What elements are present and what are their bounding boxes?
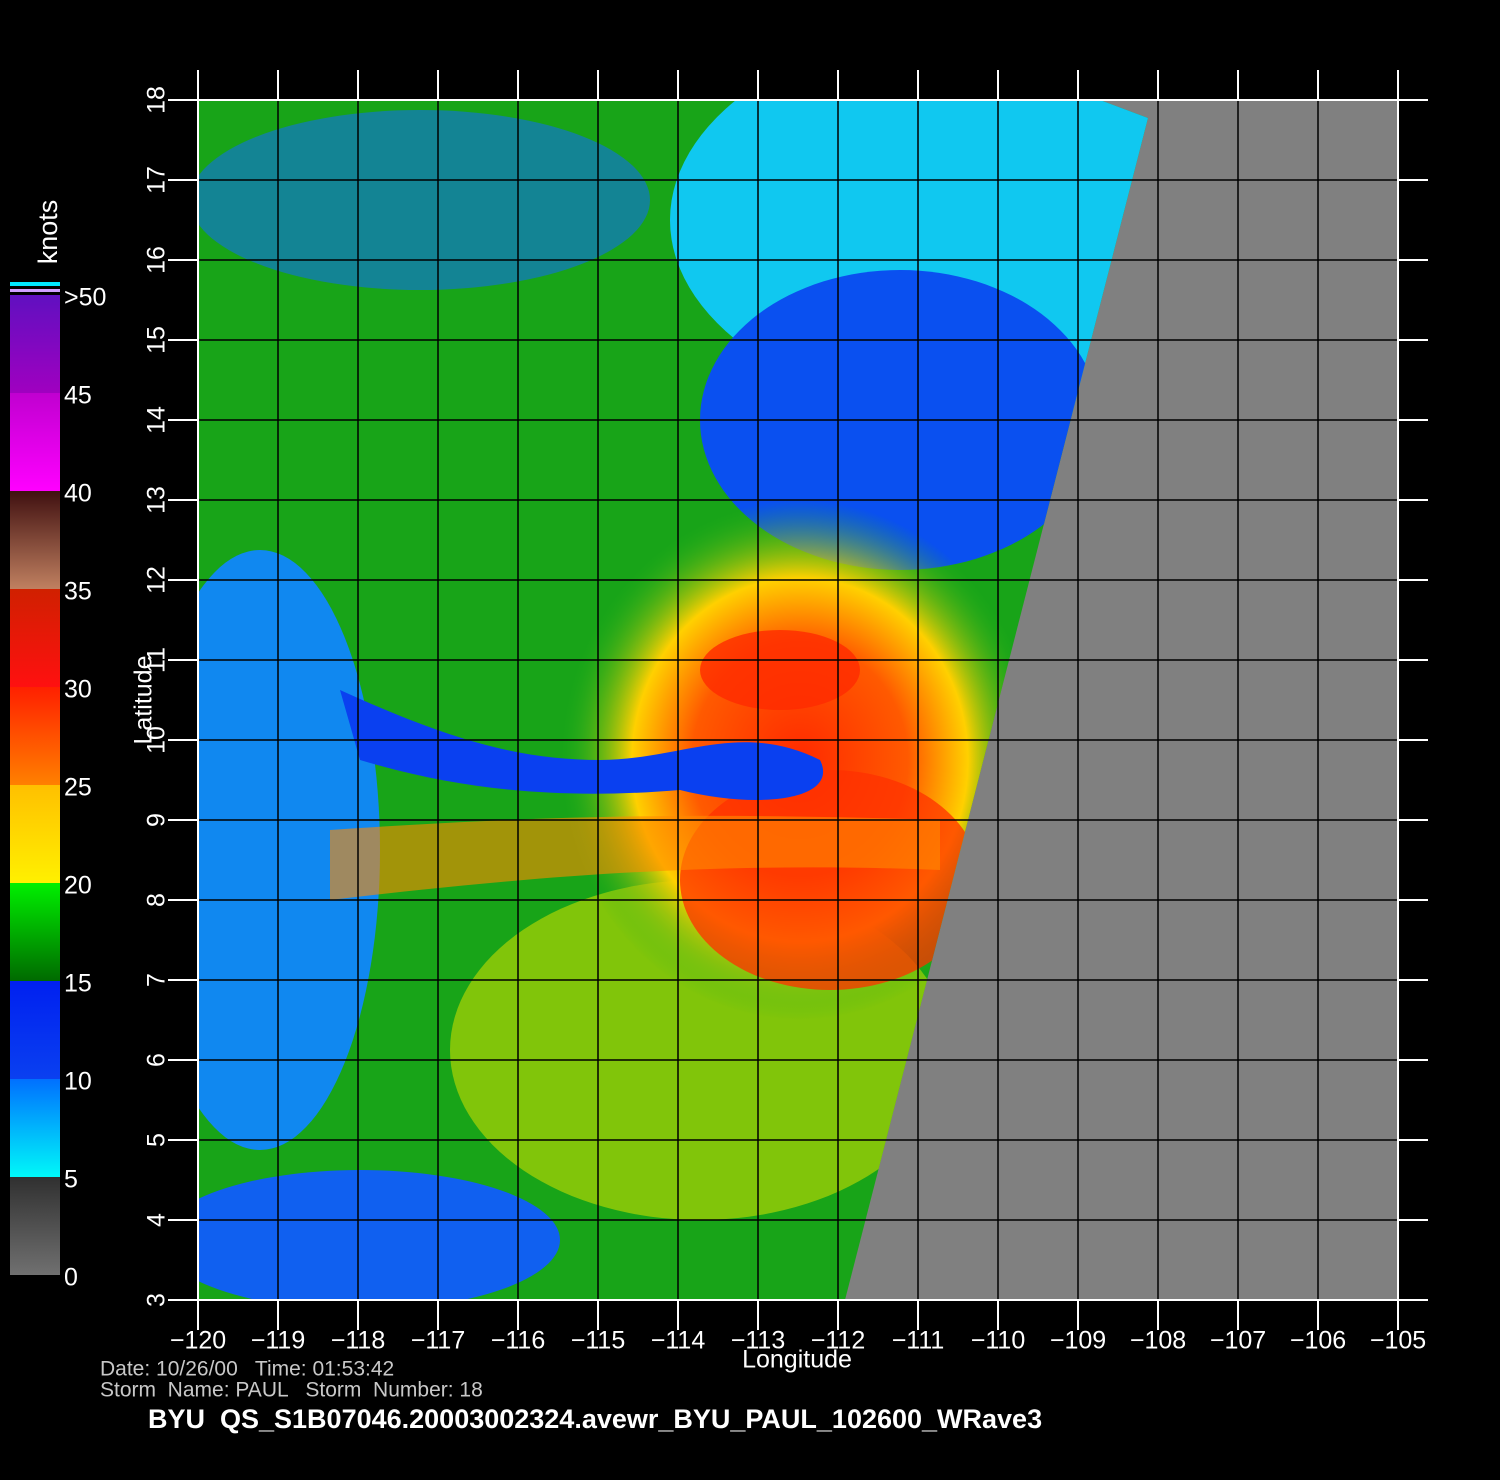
storm-core — [700, 630, 860, 710]
wind-field — [198, 100, 1148, 1300]
colorbar-tick-label: 15 — [64, 970, 92, 998]
y-tick-label: 8 — [143, 893, 171, 907]
x-tick-label: −115 — [571, 1327, 625, 1355]
colorbar-tick-label: 10 — [64, 1068, 92, 1096]
x-tick-label: −118 — [331, 1327, 385, 1355]
x-tick-label: −106 — [1290, 1327, 1346, 1355]
x-tick-label: −110 — [971, 1327, 1025, 1355]
colorbar-tick-label: 0 — [64, 1264, 78, 1292]
colorbar-tick-label: 40 — [64, 480, 92, 508]
y-tick-label: 6 — [143, 1053, 171, 1067]
x-tick-label: −116 — [491, 1327, 545, 1355]
y-tick-label: 16 — [143, 246, 171, 274]
y-tick-label: 13 — [143, 486, 171, 514]
y-tick-label: 14 — [143, 406, 171, 434]
y-tick-label: 12 — [143, 566, 171, 594]
x-tick-label: −119 — [251, 1327, 305, 1355]
x-tick-label: −105 — [1370, 1327, 1426, 1355]
y-tick-label: 18 — [143, 86, 171, 114]
colorbar-title: knots — [33, 200, 63, 265]
colorbar-cap — [10, 289, 60, 292]
y-tick-label: 15 — [143, 326, 171, 354]
colorbar-tick-label: 20 — [64, 872, 92, 900]
y-tick-label: 4 — [143, 1213, 171, 1227]
storm-eye-band — [340, 690, 824, 800]
y-axis-label: Latitude — [130, 656, 158, 745]
rain-band — [330, 815, 940, 900]
x-tick-label: −117 — [411, 1327, 465, 1355]
filename: BYU QS_S1B07046.20003002324.avewr_BYU_PA… — [148, 1404, 1042, 1434]
x-tick-label: −114 — [651, 1327, 706, 1355]
colorbar-tick-label: 35 — [64, 578, 92, 606]
colorbar-tick-label: 45 — [64, 382, 92, 410]
colorbar-tick-label: 25 — [64, 774, 92, 802]
y-tick-label: 11 — [143, 647, 171, 673]
calm-region — [198, 110, 650, 290]
footer-line: Storm Name: PAUL Storm Number: 18 — [100, 1379, 483, 1402]
calm-region — [198, 1170, 560, 1300]
colorbar-cap — [10, 282, 60, 286]
colorbar — [10, 295, 60, 1275]
colorbar-tick-label: >50 — [64, 284, 106, 312]
x-tick-label: −107 — [1210, 1327, 1266, 1355]
y-tick-label: 5 — [143, 1133, 171, 1147]
x-tick-label: −112 — [811, 1327, 865, 1355]
calm-region — [198, 550, 380, 1150]
plot-frame — [197, 99, 1399, 1301]
x-tick-label: −111 — [892, 1327, 945, 1355]
y-tick-label: 10 — [143, 726, 171, 754]
x-axis-label: Longitude — [742, 1346, 852, 1374]
x-tick-label: −108 — [1130, 1327, 1186, 1355]
y-tick-label: 17 — [143, 166, 171, 194]
y-tick-label: 3 — [143, 1293, 171, 1307]
colorbar-tick-label: 5 — [64, 1166, 78, 1194]
y-tick-label: 9 — [143, 813, 171, 827]
y-tick-label: 7 — [143, 973, 171, 987]
x-tick-label: −120 — [170, 1327, 226, 1355]
x-tick-label: −109 — [1050, 1327, 1106, 1355]
footer-line: Date: 10/26/00 Time: 01:53:42 — [100, 1358, 394, 1381]
colorbar-tick-label: 30 — [64, 676, 92, 704]
x-tick-label: −113 — [731, 1327, 785, 1355]
